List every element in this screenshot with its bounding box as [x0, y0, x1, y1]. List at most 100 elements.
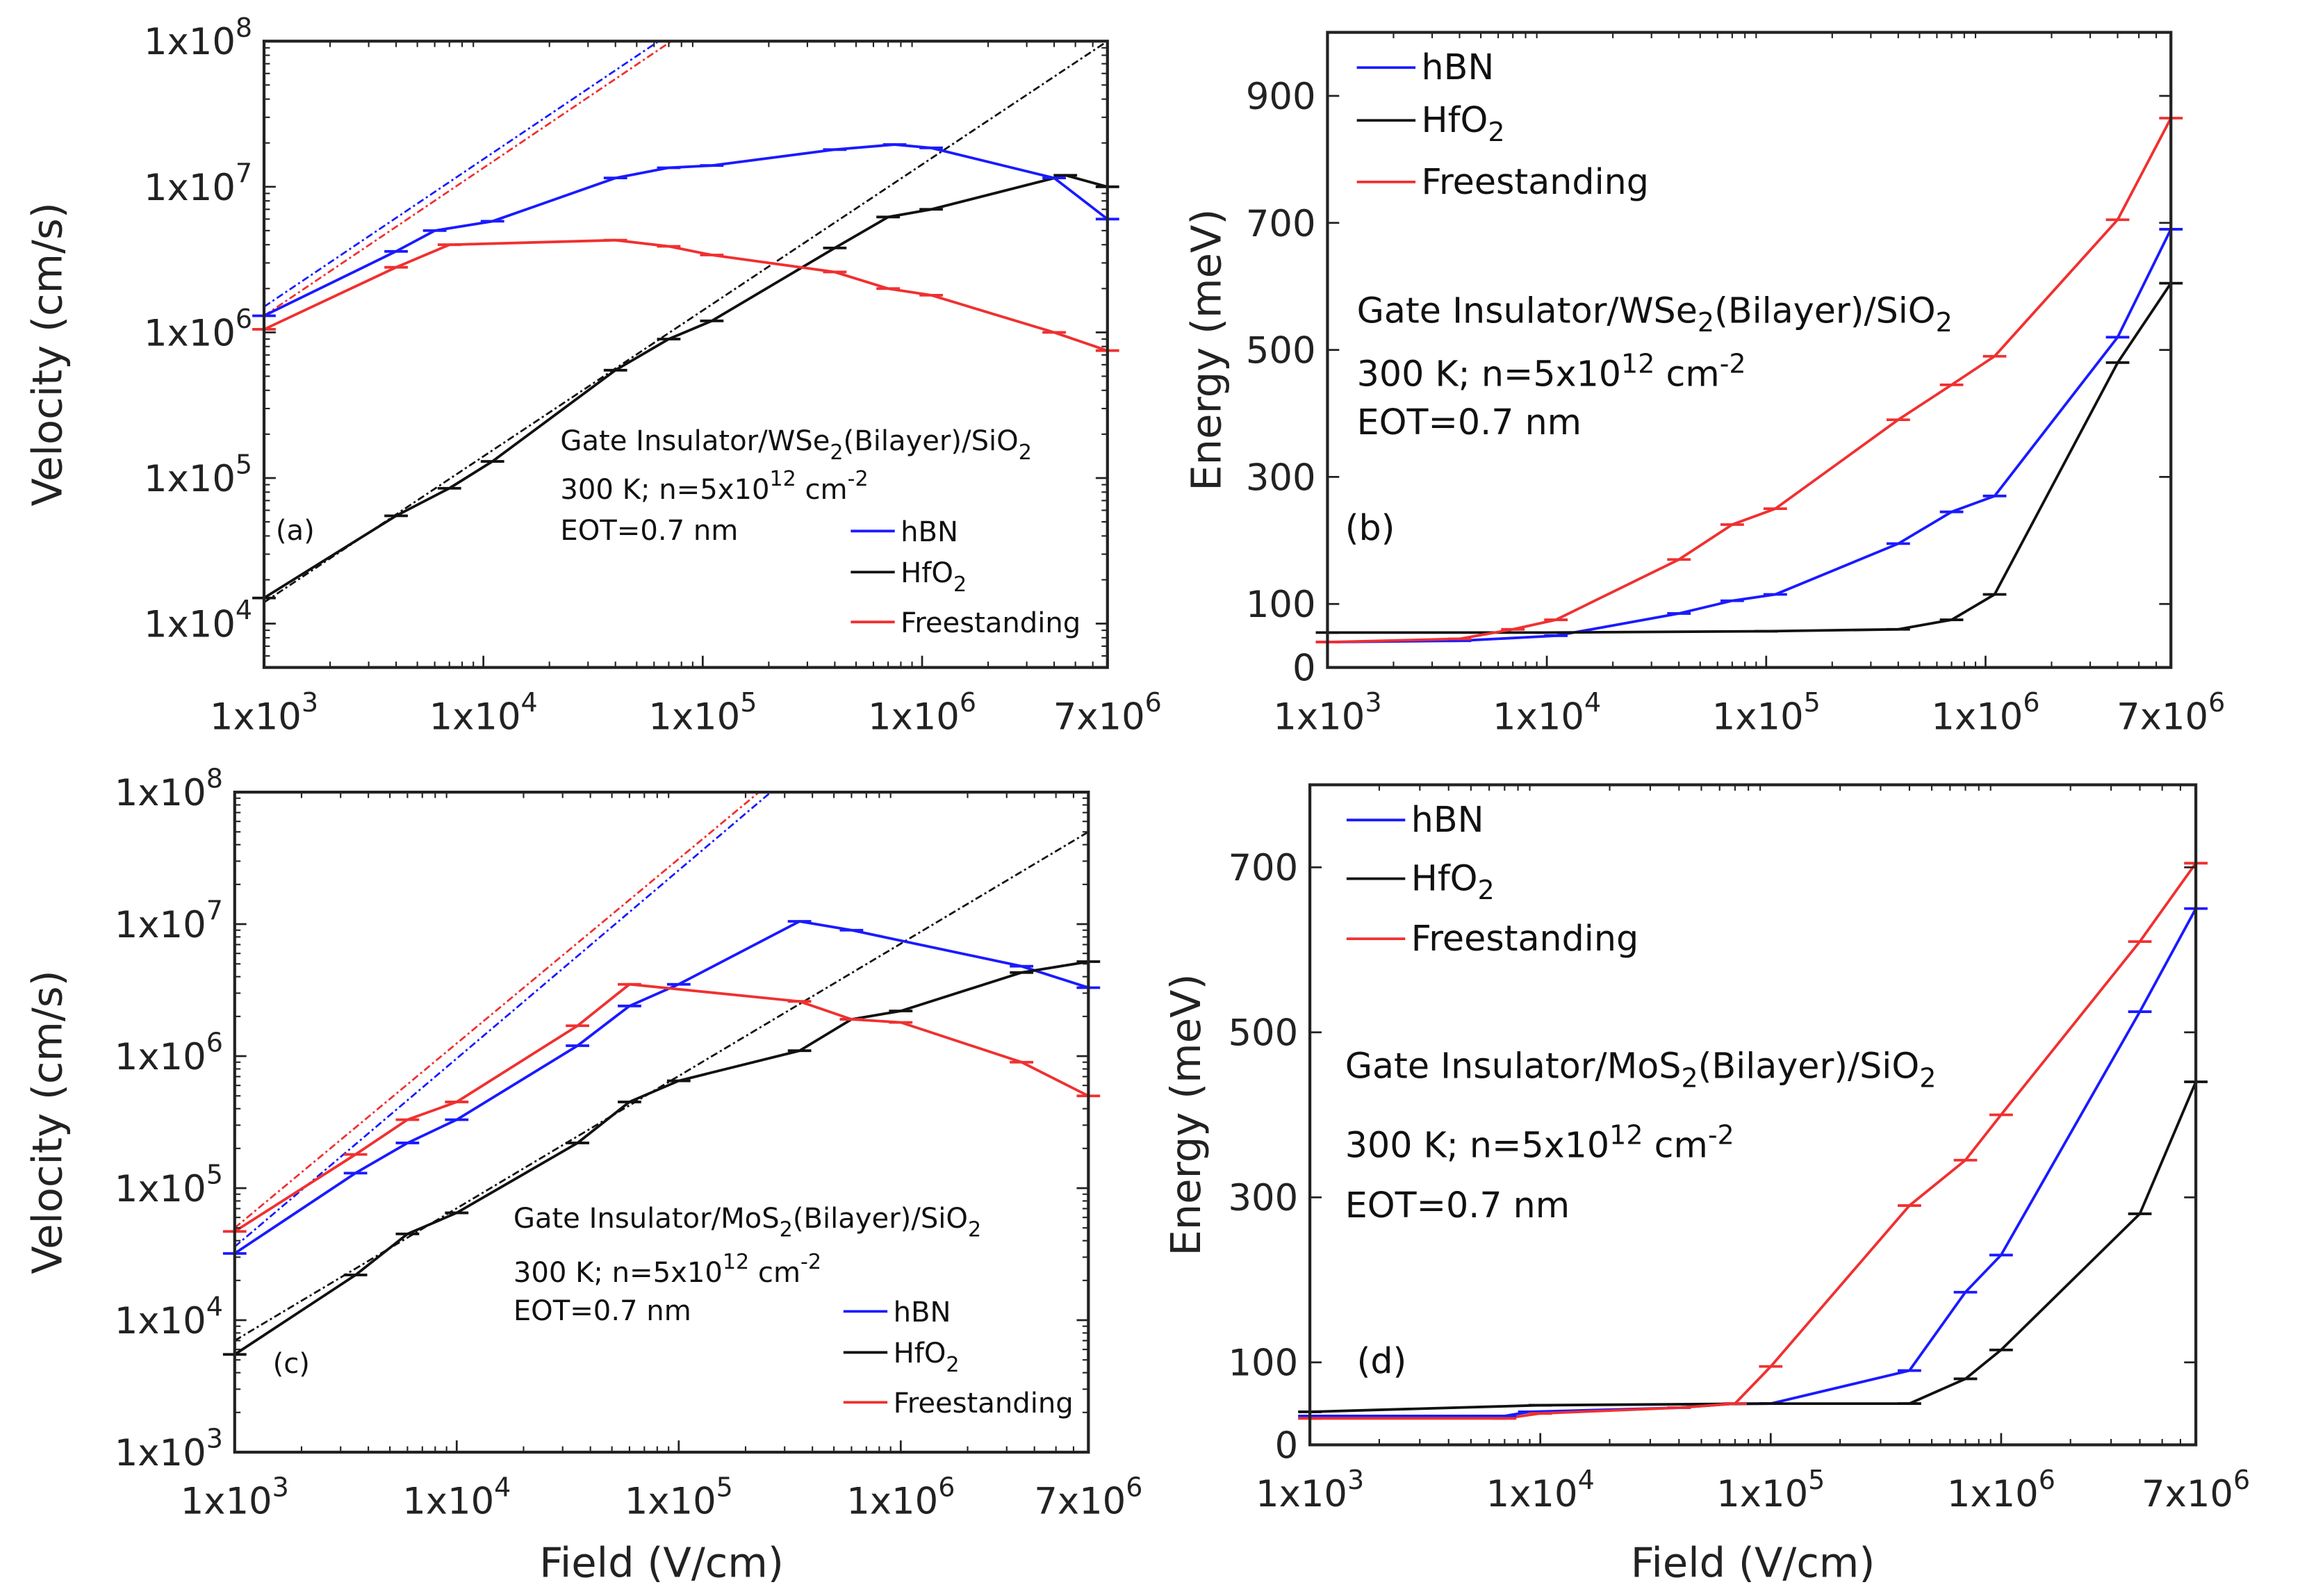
- y-tick-label: 100: [1228, 1342, 1298, 1385]
- tick-base: 0: [1275, 1424, 1299, 1467]
- tick-base: 0: [1292, 648, 1316, 690]
- annotation-line: EOT=0.7 nm: [1345, 1185, 1570, 1226]
- x-tick-label: 1x103: [210, 687, 318, 738]
- tick-base: 1x10: [144, 312, 236, 354]
- text-segment: Gate Insulator/MoS: [514, 1203, 780, 1235]
- text-segment: -2: [848, 467, 869, 491]
- tick-base: 7x10: [1034, 1481, 1126, 1523]
- tick-exponent: 5: [206, 1160, 223, 1190]
- text-segment: 2: [1019, 441, 1032, 465]
- x-tick-label: 1x103: [181, 1472, 289, 1522]
- annotation-line: Gate Insulator/MoS2(Bilayer)/SiO2: [514, 1203, 981, 1242]
- legend-label-freestanding: Freestanding: [1411, 918, 1638, 959]
- legend-label-freestanding: Freestanding: [1422, 161, 1649, 202]
- y-tick-label: 1x108: [115, 764, 223, 814]
- text-segment: HfO: [894, 1338, 946, 1369]
- text-segment: EOT=0.7 nm: [560, 515, 738, 547]
- legend-label-freestanding: Freestanding: [894, 1388, 1074, 1420]
- plot-frame: [233, 790, 1090, 1454]
- legend: hBN HfO2 Freestanding: [843, 1297, 1074, 1420]
- text-segment: (Bilayer)/SiO: [1714, 290, 1936, 331]
- tick-base: 1x10: [115, 1168, 206, 1210]
- text-segment: HfO: [1411, 857, 1478, 898]
- tick-base: 500: [1228, 1012, 1298, 1055]
- tick-base: 1x10: [1716, 1473, 1808, 1515]
- fit-line-hfo2: [234, 831, 1089, 1342]
- x-tick-label: 1x106: [868, 687, 976, 738]
- tick-base: 1x10: [846, 1481, 938, 1523]
- x-tick-label: 1x103: [1273, 687, 1381, 738]
- tick-exponent: 6: [236, 304, 252, 334]
- tick-base: 1x10: [115, 904, 206, 946]
- legend-label-hbn: hBN: [894, 1297, 951, 1328]
- fit-line-hbn: [234, 792, 772, 1248]
- y-tick-label: 300: [1246, 456, 1316, 499]
- y-tick-label: 1x103: [115, 1424, 223, 1474]
- plot-frame: [1326, 31, 2173, 669]
- plot-frame: [1308, 783, 2198, 1447]
- fit-line-freestanding: [263, 41, 673, 317]
- tick-exponent: 5: [236, 450, 252, 480]
- text-segment: Freestanding: [901, 607, 1081, 639]
- series-line-hfo2: [1327, 282, 2171, 634]
- x-tick-label: 1x105: [1716, 1465, 1825, 1515]
- text-segment: Gate Insulator/WSe: [1357, 290, 1698, 331]
- text-segment: 12: [1621, 348, 1654, 379]
- text-segment: 2: [968, 1218, 981, 1242]
- x-tick-label: 1x105: [1712, 687, 1821, 738]
- tick-base: 1x10: [1493, 696, 1584, 738]
- text-segment: HfO: [1422, 99, 1488, 140]
- tick-exponent: 6: [2023, 687, 2039, 718]
- tick-exponent: 6: [938, 1472, 955, 1502]
- tick-exponent: 4: [521, 687, 538, 718]
- tick-base: 1x10: [625, 1481, 716, 1523]
- legend-label-hfo2: HfO2: [1411, 857, 1495, 905]
- tick-base: 900: [1246, 76, 1316, 118]
- tick-base: 100: [1228, 1342, 1298, 1385]
- y-tick-label: 1x105: [115, 1160, 223, 1210]
- tick-exponent: 6: [2039, 1465, 2055, 1495]
- y-tick-label: 0: [1275, 1424, 1299, 1467]
- tick-base: 1x10: [115, 1300, 206, 1342]
- text-segment: cm: [749, 1257, 800, 1289]
- tick-base: 1x10: [868, 696, 960, 738]
- text-segment: 2: [1478, 875, 1495, 905]
- tick-exponent: 8: [206, 764, 223, 794]
- tick-exponent: 6: [206, 1028, 223, 1058]
- tick-exponent: 6: [1145, 687, 1162, 718]
- text-segment: 2: [1681, 1062, 1698, 1093]
- text-segment: 2: [830, 441, 843, 465]
- tick-base: 1x10: [115, 1432, 206, 1474]
- text-segment: (Bilayer)/SiO: [793, 1203, 968, 1235]
- text-segment: 300 K; n=5x10: [514, 1257, 723, 1289]
- chart-panel-b: 1x103 1x104 1x105 1x106 7x106010030050070090…: [1182, 31, 2225, 738]
- annotation-line: 300 K; n=5x1012 cm-2: [514, 1250, 821, 1289]
- y-tick-label: 100: [1246, 584, 1316, 626]
- annotation-line: 300 K; n=5x1012 cm-2: [1357, 348, 1746, 394]
- text-segment: 12: [769, 467, 796, 491]
- text-segment: hBN: [1411, 799, 1484, 840]
- y-axis-label: Velocity (cm/s): [24, 970, 72, 1274]
- text-segment: (Bilayer)/SiO: [844, 425, 1019, 457]
- tick-exponent: 4: [206, 1292, 223, 1322]
- x-tick-label: 1x105: [625, 1472, 733, 1522]
- tick-base: 100: [1246, 584, 1316, 626]
- tick-base: 1x10: [1931, 696, 2023, 738]
- tick-base: 7x10: [1053, 696, 1145, 738]
- plot-area: [234, 792, 1089, 1356]
- tick-base: 1x10: [1947, 1473, 2039, 1515]
- tick-base: 1x10: [115, 772, 206, 814]
- text-segment: Freestanding: [1411, 918, 1638, 959]
- text-segment: hBN: [894, 1297, 951, 1328]
- x-tick-label: 1x106: [1931, 687, 2039, 738]
- legend-label-freestanding: Freestanding: [901, 607, 1081, 639]
- series-line-hfo2: [1310, 1081, 2196, 1413]
- chart-panel-c: 1x103 1x104 1x105 1x106 7x1061x1031x1041x105…: [24, 764, 1143, 1587]
- annotation-line: Gate Insulator/WSe2(Bilayer)/SiO2: [560, 425, 1031, 465]
- tick-base: 1x10: [429, 696, 521, 738]
- x-tick-label: 1x106: [1947, 1465, 2055, 1515]
- text-segment: 300 K; n=5x10: [1345, 1125, 1609, 1166]
- text-segment: hBN: [1422, 47, 1495, 88]
- y-tick-label: 900: [1246, 76, 1316, 118]
